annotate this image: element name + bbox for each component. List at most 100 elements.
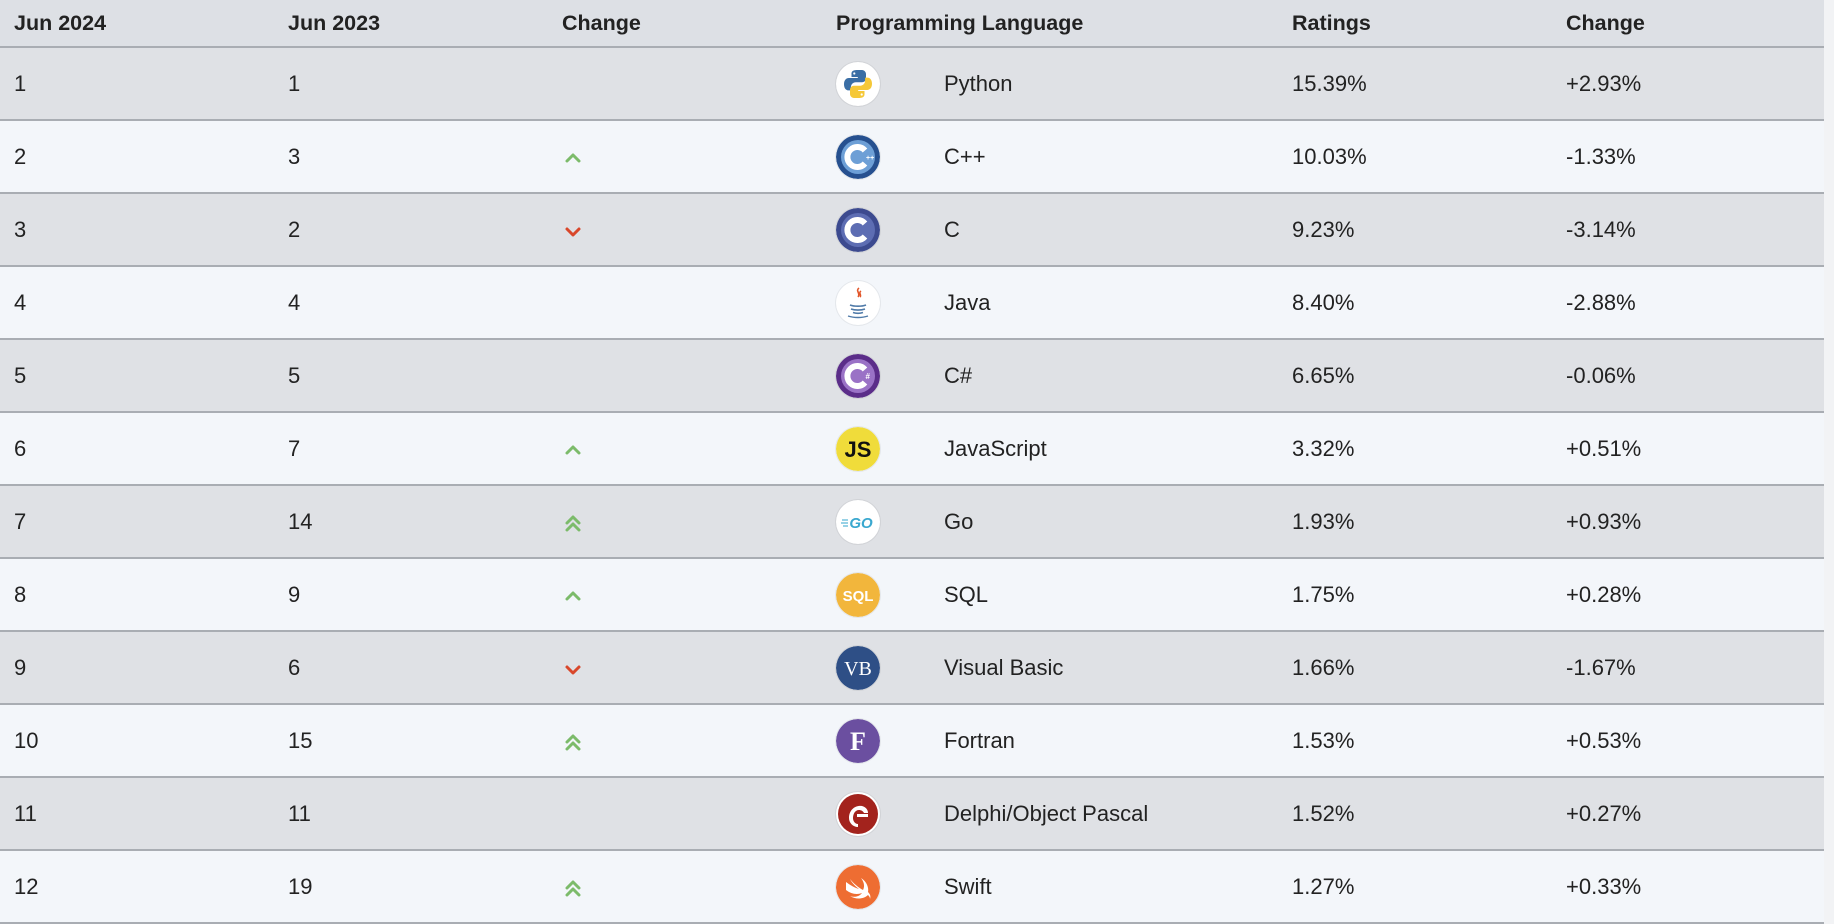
- double-chevron-up-icon: [562, 512, 584, 534]
- language-logo-cell: VB: [822, 631, 930, 705]
- rank-change-cell: [548, 339, 822, 413]
- language-name[interactable]: Fortran: [930, 704, 1279, 778]
- language-name[interactable]: C#: [930, 339, 1279, 413]
- rank-2024-cell: 10: [0, 704, 274, 778]
- language-logo-cell: [822, 193, 930, 267]
- javascript-logo: JS: [836, 426, 880, 471]
- header-change-rank[interactable]: Change: [548, 0, 822, 48]
- svg-text:F: F: [850, 727, 866, 756]
- rating-cell: 3.32%: [1278, 412, 1553, 486]
- csharp-logo: #: [836, 353, 880, 398]
- language-name[interactable]: Delphi/Object Pascal: [930, 777, 1279, 851]
- rank-2024-cell: 5: [0, 339, 274, 413]
- rank-2024-cell: 11: [0, 777, 274, 851]
- rank-2023-cell: 2: [274, 193, 548, 267]
- chevron-up-icon: [562, 585, 584, 607]
- double-chevron-up-icon: [562, 731, 584, 753]
- rating-change-cell: +0.53%: [1552, 704, 1825, 778]
- rank-2023-cell: 14: [274, 485, 548, 559]
- language-logo-cell: F: [822, 704, 930, 778]
- rank-2023-cell: 1: [274, 47, 548, 121]
- language-name[interactable]: Visual Basic: [930, 631, 1279, 705]
- c-logo: [836, 207, 880, 252]
- rank-2024-cell: 3: [0, 193, 274, 267]
- table-row[interactable]: 11 11 Delphi/Object Pascal 1.52% +0.27%: [0, 777, 1825, 851]
- rank-change-cell: [548, 412, 822, 486]
- rating-cell: 10.03%: [1278, 120, 1553, 194]
- rank-2023-cell: 3: [274, 120, 548, 194]
- language-logo-cell: [822, 266, 930, 340]
- sql-logo: SQL: [836, 572, 880, 617]
- rank-change-cell: [548, 777, 822, 851]
- language-logo-cell: GO: [822, 485, 930, 559]
- rating-cell: 1.27%: [1278, 850, 1553, 924]
- rank-change-cell: [548, 193, 822, 267]
- language-logo-cell: [822, 850, 930, 924]
- table-row[interactable]: 5 5 # C# 6.65% -0.06%: [0, 339, 1825, 413]
- language-name[interactable]: Python: [930, 47, 1279, 121]
- svg-text:JS: JS: [845, 437, 872, 462]
- rank-change-cell: [548, 704, 822, 778]
- language-name[interactable]: C++: [930, 120, 1279, 194]
- table-row[interactable]: 6 7 JS JavaScript 3.32% +0.51%: [0, 412, 1825, 486]
- rank-change-cell: [548, 850, 822, 924]
- language-name[interactable]: JavaScript: [930, 412, 1279, 486]
- language-logo-cell: JS: [822, 412, 930, 486]
- language-logo-cell: SQL: [822, 558, 930, 632]
- table-row[interactable]: 8 9 SQL SQL 1.75% +0.28%: [0, 558, 1825, 632]
- rating-change-cell: +0.28%: [1552, 558, 1825, 632]
- table-row[interactable]: 3 2 C 9.23% -3.14%: [0, 193, 1825, 267]
- table-row[interactable]: 2 3 ++ C++ 10.03% -1.33%: [0, 120, 1825, 194]
- table-row[interactable]: 9 6 VB Visual Basic 1.66% -1.67%: [0, 631, 1825, 705]
- rating-change-cell: -3.14%: [1552, 193, 1825, 267]
- language-name[interactable]: SQL: [930, 558, 1279, 632]
- go-logo: GO: [836, 499, 880, 544]
- language-logo-cell: #: [822, 339, 930, 413]
- header-jun-2023[interactable]: Jun 2023: [274, 0, 548, 48]
- rank-change-cell: [548, 47, 822, 121]
- rating-cell: 6.65%: [1278, 339, 1553, 413]
- language-logo-cell: [822, 777, 930, 851]
- rank-2023-cell: 11: [274, 777, 548, 851]
- table-row[interactable]: 4 4 Java 8.40% -2.88%: [0, 266, 1825, 340]
- rank-2024-cell: 1: [0, 47, 274, 121]
- language-name[interactable]: C: [930, 193, 1279, 267]
- rating-change-cell: -0.06%: [1552, 339, 1825, 413]
- rank-change-cell: [548, 120, 822, 194]
- rank-2024-cell: 7: [0, 485, 274, 559]
- rank-2023-cell: 19: [274, 850, 548, 924]
- rating-cell: 1.52%: [1278, 777, 1553, 851]
- rank-change-cell: [548, 266, 822, 340]
- double-chevron-up-icon: [562, 877, 584, 899]
- visual-basic-logo: VB: [836, 645, 880, 690]
- python-logo: [836, 61, 880, 106]
- svg-text:GO: GO: [849, 515, 873, 532]
- language-name[interactable]: Java: [930, 266, 1279, 340]
- table-row[interactable]: 1 1 Python 15.39% +2.93%: [0, 47, 1825, 121]
- rank-change-cell: [548, 558, 822, 632]
- table-row[interactable]: 12 19 Swift 1.27% +0.33%: [0, 850, 1825, 924]
- language-name[interactable]: Swift: [930, 850, 1279, 924]
- header-programming-language[interactable]: Programming Language: [822, 0, 1279, 48]
- svg-text:++: ++: [866, 155, 874, 162]
- rating-cell: 1.75%: [1278, 558, 1553, 632]
- rating-change-cell: +0.27%: [1552, 777, 1825, 851]
- rank-2023-cell: 5: [274, 339, 548, 413]
- svg-text:SQL: SQL: [843, 588, 874, 605]
- rank-2024-cell: 4: [0, 266, 274, 340]
- chevron-up-icon: [562, 147, 584, 169]
- header-jun-2024[interactable]: Jun 2024: [0, 0, 274, 48]
- header-change-rating[interactable]: Change: [1552, 0, 1825, 48]
- cpp-logo: ++: [836, 134, 880, 179]
- rank-2023-cell: 15: [274, 704, 548, 778]
- svg-text:VB: VB: [844, 658, 872, 680]
- language-name[interactable]: Go: [930, 485, 1279, 559]
- rating-cell: 8.40%: [1278, 266, 1553, 340]
- header-ratings[interactable]: Ratings: [1278, 0, 1553, 48]
- rating-cell: 1.66%: [1278, 631, 1553, 705]
- rating-change-cell: +0.51%: [1552, 412, 1825, 486]
- table-row[interactable]: 10 15 F Fortran 1.53% +0.53%: [0, 704, 1825, 778]
- table-row[interactable]: 7 14 GO Go 1.93% +0.93%: [0, 485, 1825, 559]
- svg-text:#: #: [866, 372, 871, 381]
